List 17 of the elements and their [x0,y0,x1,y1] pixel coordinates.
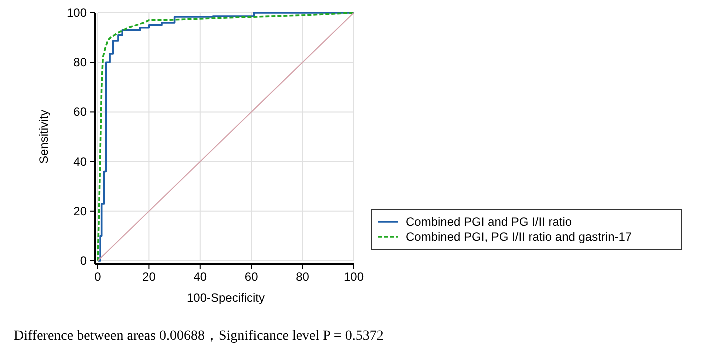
x-tick-label: 20 [142,270,156,284]
y-tick-label: 40 [74,154,88,169]
x-tick-label: 0 [94,270,102,284]
y-tick-label: 20 [74,204,88,218]
legend-label: Combined PGI and PG I/II ratio [406,215,572,229]
y-axis-title: Sensitivity [37,110,51,164]
y-tick-label: 0 [80,254,88,268]
x-tick-label: 80 [296,270,310,284]
x-tick-label: 100 [344,270,364,284]
x-axis-title: 100-Specificity [186,291,266,305]
text: Difference between areas 0.00688，Significance level P = 0.5372 [14,329,384,344]
y-tick-label: 60 [74,105,88,120]
x-tick-label: 40 [194,270,208,284]
legend-label: Combined PGI, PG I/II ratio and gastrin-17 [406,230,632,244]
y-tick-label: 80 [74,56,88,70]
y-tick-label: 100 [66,6,88,20]
x-tick-label: 60 [244,270,259,284]
